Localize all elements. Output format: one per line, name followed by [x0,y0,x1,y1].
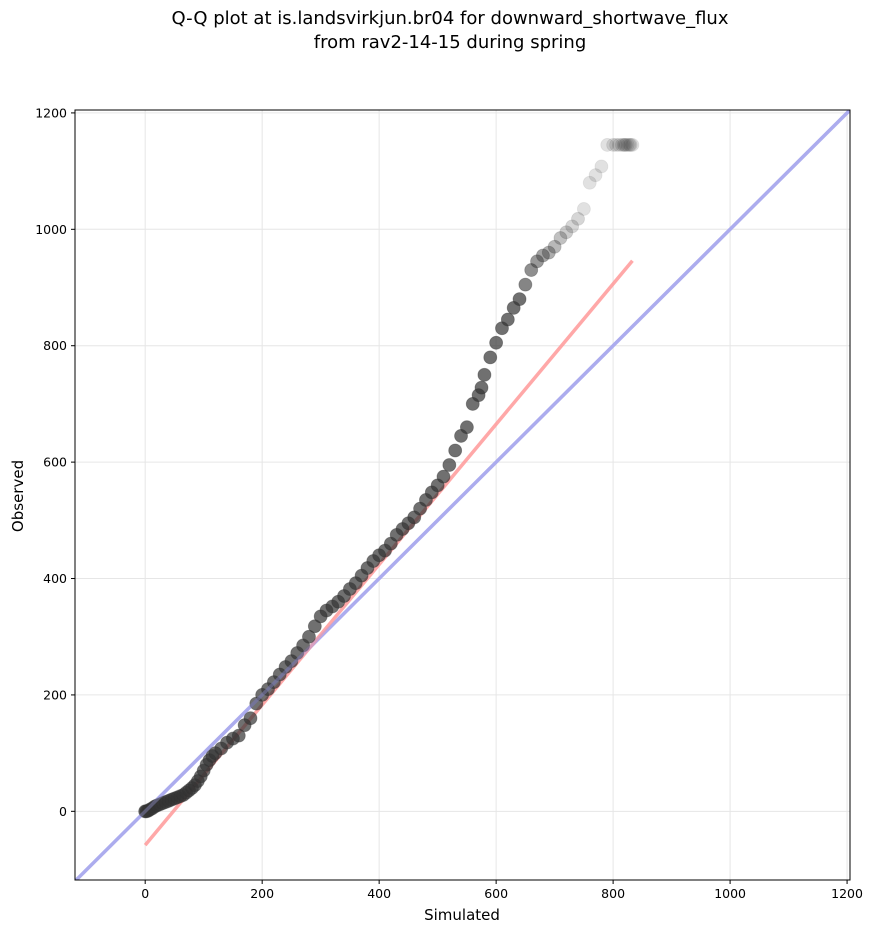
qq-point [617,138,632,152]
qq-point [600,138,615,152]
qq-point [541,245,556,260]
y-tick-label: 600 [43,455,67,470]
qq-point [576,202,591,216]
qq-point [547,239,562,254]
qq-point [302,629,316,644]
qq-point [553,231,568,245]
y-tick-label: 400 [43,571,67,586]
x-tick-label: 1200 [831,886,863,901]
qq-point [512,292,527,307]
qq-point [565,219,580,234]
qq-point [518,277,533,292]
qq-point [489,335,504,350]
one-to-one-line-overlay [75,110,850,880]
x-tick-label: 200 [250,886,274,901]
qq-point [620,138,635,152]
qq-point [616,138,631,152]
y-tick-label: 200 [43,687,67,702]
qq-point [625,138,640,152]
y-tick-label: 800 [43,338,67,353]
qq-point [483,350,498,365]
qq-point [436,469,451,484]
x-tick-label: 800 [601,886,625,901]
x-tick-label: 600 [484,886,508,901]
qq-point [588,168,603,183]
qq-point [622,138,637,152]
y-axis-label: Observed [9,460,27,532]
chart-title: Q-Q plot at is.landsvirkjun.br04 for dow… [172,8,729,29]
x-axis-ticks: 0 200 400 600 800 1000 1200 [141,880,863,901]
qq-point [559,225,574,240]
qq-point [307,619,322,634]
y-tick-label: 0 [59,804,67,819]
x-axis-label: Simulated [424,906,500,924]
qq-point [612,138,626,152]
y-axis-ticks: 0 200 400 600 800 1000 1200 [35,105,75,819]
qq-point [459,420,474,435]
plot-frame [74,109,851,881]
y-tick-label: 1000 [35,222,67,237]
x-tick-label: 400 [367,886,391,901]
qq-point [582,175,597,190]
qq-point [243,711,258,726]
qq-point [619,138,633,152]
qq-point [606,138,621,152]
qq-point [477,367,492,382]
qq-point [571,211,585,226]
qq-point [448,443,463,458]
qq-point [442,458,457,472]
quantile-points [75,110,850,880]
y-tick-label: 1200 [35,105,67,120]
x-tick-label: 0 [141,886,149,901]
qq-point [500,312,515,327]
qq-point [594,159,609,174]
x-tick-label: 1000 [714,886,746,901]
qq-point [231,728,246,743]
qq-point [623,138,638,152]
qq-point [609,138,623,152]
qq-point [536,248,550,263]
qq-point [530,254,544,269]
chart-subtitle: from rav2-14-15 during spring [314,32,587,53]
qq-point [614,138,629,152]
grid-lines [75,110,850,880]
one-to-one-line [75,110,850,880]
qq-point [474,380,489,395]
